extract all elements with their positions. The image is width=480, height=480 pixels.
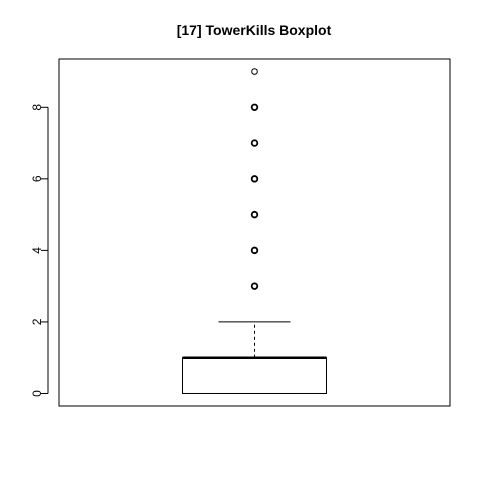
outlier-point [250,246,259,255]
y-tick-label: 2 [30,318,44,325]
outlier-point [250,103,259,111]
y-tick-label: 4 [30,247,44,254]
y-tick-label: 6 [30,175,44,182]
outlier-point [251,68,258,75]
y-tick-label: 8 [30,104,44,111]
outlier-point [250,210,259,219]
chart-title: [17] TowerKills Boxplot [177,22,332,38]
outlier-point [250,139,259,147]
y-axis-ticks: 0 2 4 6 8 [30,104,48,397]
y-tick-label: 0 [30,390,44,397]
outlier-point [250,175,259,183]
box [182,321,327,394]
outliers [250,68,259,290]
plot-frame [58,58,451,407]
outlier-point [250,282,259,290]
box-iqr [182,357,327,394]
